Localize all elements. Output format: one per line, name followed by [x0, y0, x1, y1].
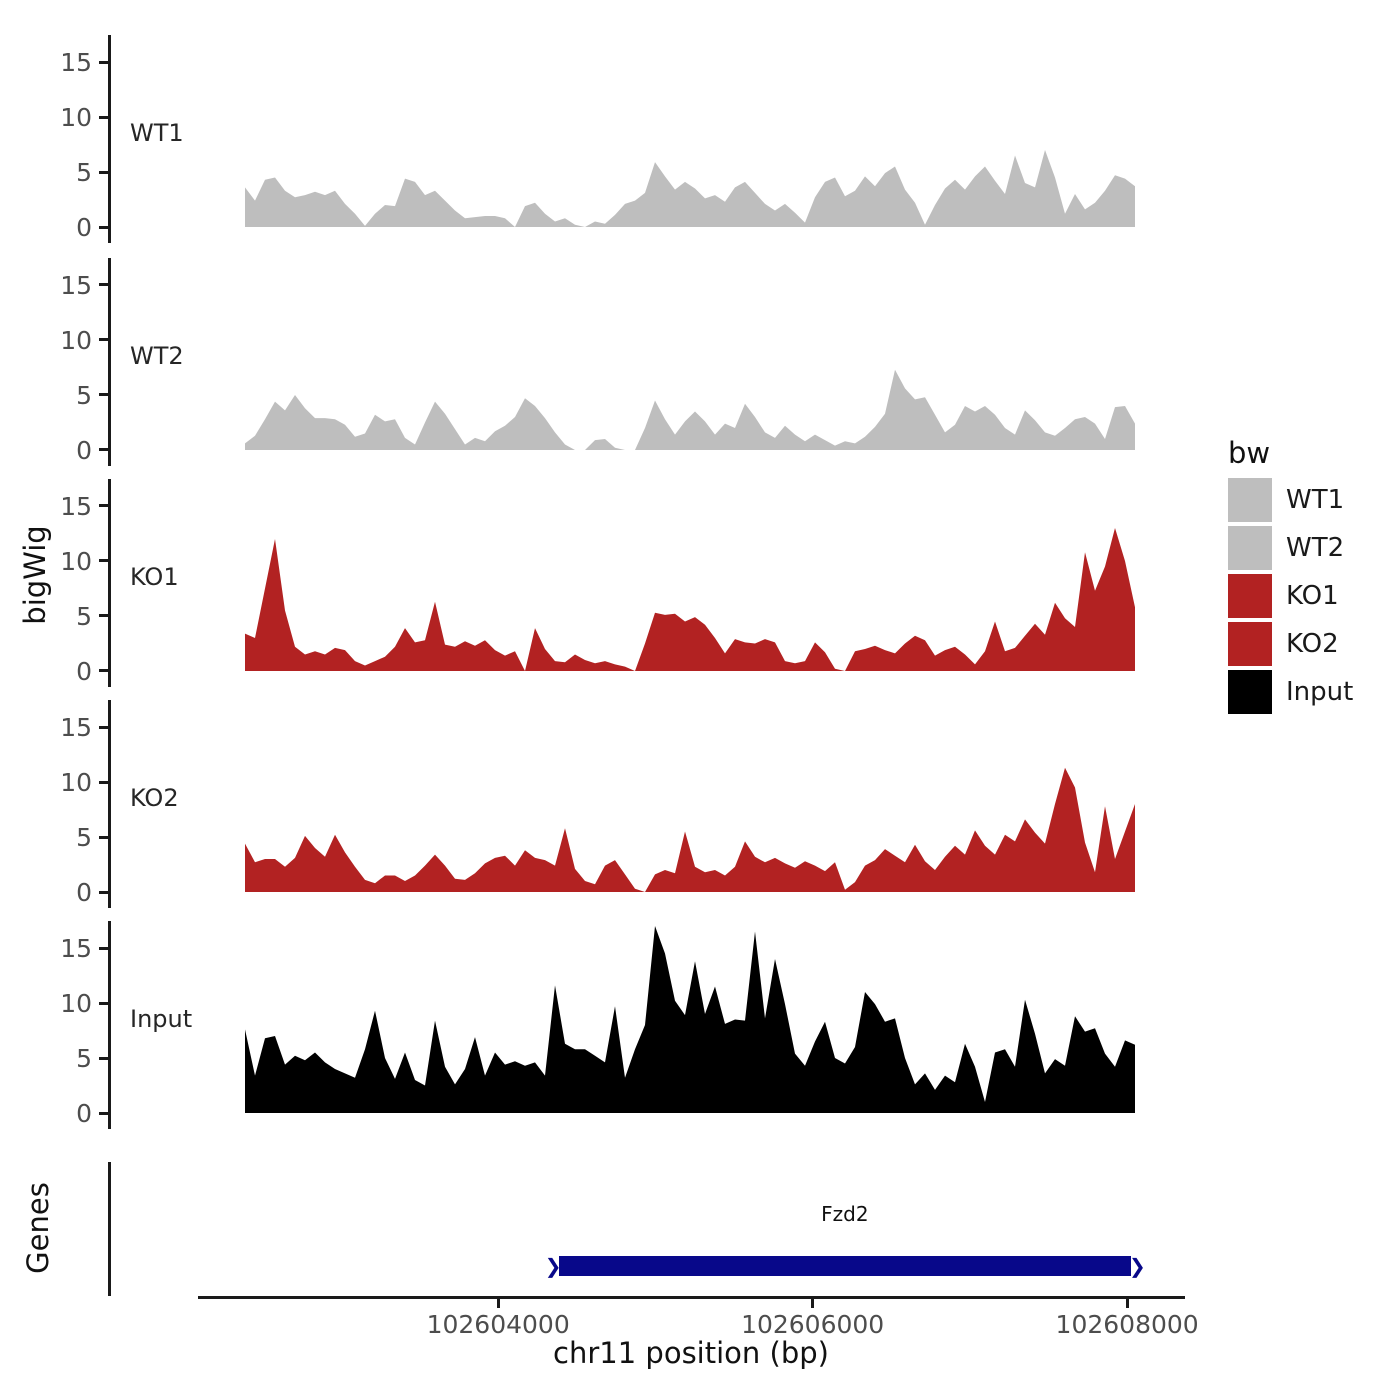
- coverage-area-ko2: [245, 767, 1135, 892]
- y-tick-label: 5: [76, 158, 92, 187]
- y-tick-label: 0: [76, 656, 92, 686]
- y-tick-mark: [99, 725, 108, 729]
- y-tick-label: 15: [60, 713, 92, 742]
- y-tick-mark: [99, 559, 108, 562]
- facet-y-axis-line: [108, 35, 111, 243]
- coverage-area-ko1: [245, 527, 1135, 671]
- track-label-ko2: KO2: [130, 784, 179, 812]
- y-tick-label: 0: [76, 878, 92, 907]
- y-tick-label: 15: [60, 934, 92, 963]
- facet-y-axis-line: [108, 700, 111, 908]
- x-tick-mark: [811, 1299, 815, 1308]
- y-tick-label: 5: [76, 380, 92, 410]
- legend-key-wt2: [1228, 526, 1272, 570]
- y-tick-mark: [99, 170, 108, 174]
- y-tick-label: 5: [76, 823, 92, 852]
- facet-y-axis-line: [108, 478, 111, 687]
- genes-axis-line: [108, 1162, 111, 1296]
- y-tick-label: 5: [76, 1044, 92, 1073]
- y-tick-label: 15: [60, 48, 92, 77]
- legend-label-wt1: WT1: [1286, 485, 1345, 515]
- y-tick-label: 10: [60, 768, 92, 797]
- track-label-ko1: KO1: [130, 562, 179, 591]
- x-tick-mark: [496, 1299, 500, 1308]
- coverage-area-input: [245, 926, 1135, 1113]
- legend-label-input: Input: [1286, 677, 1354, 707]
- y-tick-label: 5: [76, 601, 92, 631]
- genes-axis-title: Genes: [21, 1182, 55, 1274]
- legend-key-ko1: [1228, 574, 1272, 618]
- gene-name-label: Fzd2: [821, 1202, 869, 1226]
- track-label-wt2: WT2: [130, 341, 184, 370]
- y-tick-label: 10: [60, 103, 92, 132]
- y-tick-mark: [99, 225, 108, 229]
- y-tick-mark: [99, 115, 108, 119]
- y-tick-mark: [99, 448, 108, 451]
- y-tick-mark: [99, 890, 108, 894]
- y-tick-label: 10: [60, 325, 92, 355]
- x-tick-label: 102606000: [741, 1310, 885, 1339]
- y-tick-label: 0: [76, 435, 92, 465]
- y-tick-mark: [99, 780, 108, 784]
- x-tick-label: 102604000: [426, 1310, 570, 1339]
- y-tick-mark: [99, 1056, 108, 1060]
- y-tick-mark: [99, 669, 108, 672]
- y-tick-label: 0: [76, 213, 92, 242]
- legend-label-ko1: KO1: [1286, 581, 1339, 611]
- legend-key-wt1: [1228, 478, 1272, 522]
- x-axis-line: [198, 1296, 1185, 1299]
- y-tick-label: 15: [60, 270, 92, 300]
- x-axis-title: chr11 position (bp): [553, 1336, 829, 1370]
- y-tick-mark: [99, 946, 108, 950]
- y-tick-mark: [99, 393, 108, 396]
- track-label-wt1: WT1: [130, 119, 184, 147]
- gene-strand-arrow-left-icon: ❯: [544, 1254, 562, 1278]
- facet-y-axis-line: [108, 257, 111, 466]
- legend-key-input: [1228, 670, 1272, 714]
- legend-key-ko2: [1228, 622, 1272, 666]
- facet-y-axis-line: [108, 921, 111, 1129]
- y-tick-label: 10: [60, 989, 92, 1018]
- y-tick-label: 15: [60, 491, 92, 521]
- y-tick-mark: [99, 835, 108, 839]
- legend-label-ko2: KO2: [1286, 629, 1339, 659]
- x-tick-mark: [1125, 1299, 1129, 1308]
- track-label-input: Input: [130, 1005, 193, 1033]
- legend-label-wt2: WT2: [1286, 533, 1345, 563]
- y-tick-mark: [99, 504, 108, 507]
- y-tick-mark: [99, 60, 108, 64]
- coverage-area-wt1: [245, 150, 1135, 227]
- x-tick-label: 102608000: [1055, 1310, 1199, 1339]
- y-tick-mark: [99, 614, 108, 617]
- y-tick-label: 10: [60, 546, 92, 576]
- y-tick-mark: [99, 1001, 108, 1005]
- y-tick-mark: [99, 283, 108, 286]
- gene-strand-arrow-right-icon: ❯: [1129, 1254, 1146, 1278]
- y-tick-mark: [99, 338, 108, 341]
- y-tick-mark: [99, 1111, 108, 1115]
- legend-title: bw: [1228, 436, 1271, 470]
- coverage-area-wt2: [245, 369, 1135, 450]
- y-tick-label: 0: [76, 1099, 92, 1128]
- gene-body-bar: [558, 1256, 1131, 1276]
